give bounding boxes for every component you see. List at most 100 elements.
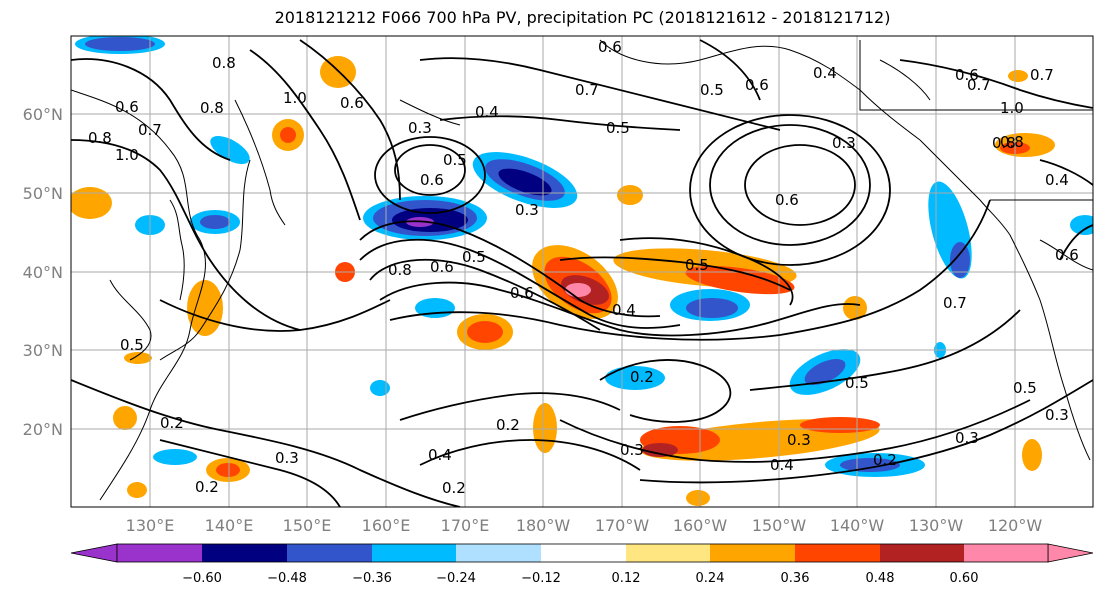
lon-label: 130°W <box>909 516 964 535</box>
contour-label: 0.5 <box>685 256 709 274</box>
contour-labels: 0.8 1.0 0.6 0.7 0.8 1.0 0.8 0.6 0.3 0.4 … <box>88 38 1079 497</box>
contour-label: 0.2 <box>630 368 654 386</box>
contour-label: 0.6 <box>1055 246 1079 264</box>
contour-label: 0.8 <box>1000 133 1024 151</box>
contour-label: 0.5 <box>120 336 144 354</box>
contour-label: 0.3 <box>620 441 644 459</box>
contour-label: 0.2 <box>496 416 520 434</box>
lat-label: 50°N <box>23 184 63 203</box>
lat-label: 40°N <box>23 263 63 282</box>
contour-label: 0.5 <box>700 81 724 99</box>
colorbar-tick-label: 0.48 <box>866 571 895 586</box>
contour-label: 0.2 <box>442 479 466 497</box>
colorbar-tick-label: 0.36 <box>781 571 810 586</box>
colorbar-bin <box>117 544 202 562</box>
lon-label: 170°E <box>441 516 490 535</box>
colorbar-bin <box>880 544 964 562</box>
map-title: 2018121212 F066 700 hPa PV, precipitatio… <box>274 8 891 27</box>
lat-label: 20°N <box>23 420 63 439</box>
contour-label: 0.6 <box>510 284 534 302</box>
lon-label: 120°W <box>988 516 1043 535</box>
pv-contours <box>71 39 1093 507</box>
colorbar-bin <box>287 544 372 562</box>
colorbar-tick-label: −0.60 <box>182 571 222 586</box>
lat-label: 30°N <box>23 341 63 360</box>
contour-label: 0.8 <box>88 129 112 147</box>
colorbar-tick-label: −0.48 <box>267 571 307 586</box>
colorbar-tick-label: 0.24 <box>696 571 725 586</box>
contour-label: 0.3 <box>408 119 432 137</box>
contour-label: 0.2 <box>873 451 897 469</box>
contour-label: 0.4 <box>770 456 794 474</box>
contour-label: 0.3 <box>955 429 979 447</box>
longitude-labels: 130°E 140°E 150°E 160°E 170°E 180°W 170°… <box>126 516 1043 535</box>
contour-label: 0.3 <box>275 449 299 467</box>
lon-label: 160°W <box>673 516 728 535</box>
contour-label: 0.5 <box>462 248 486 266</box>
contour-label: 0.6 <box>340 94 364 112</box>
colorbar-tick-label: −0.36 <box>352 571 392 586</box>
contour-label: 0.4 <box>475 103 499 121</box>
contour-label: 0.8 <box>992 134 1016 152</box>
contour-label: 0.7 <box>1030 66 1054 84</box>
contour-label: 0.3 <box>1045 406 1069 424</box>
contour-label: 0.6 <box>598 38 622 56</box>
colorbar-extend-max <box>1047 543 1094 563</box>
colorbar-bin <box>710 544 795 562</box>
lat-label: 60°N <box>23 105 63 124</box>
contour-label: 0.4 <box>1045 171 1069 189</box>
lon-label: 150°W <box>752 516 807 535</box>
contour-label: 0.6 <box>420 171 444 189</box>
colorbar-bin <box>795 544 880 562</box>
lon-label: 140°W <box>830 516 885 535</box>
contour-label: 1.0 <box>1000 99 1024 117</box>
contour-label: 1.0 <box>283 89 307 107</box>
colorbar-outline <box>116 543 1049 563</box>
colorbar-tick-label: 0.12 <box>612 571 641 586</box>
contour-label: 0.3 <box>832 134 856 152</box>
colorbar-extend-min <box>70 543 118 563</box>
contour-label: 0.8 <box>200 99 224 117</box>
contour-label: 0.5 <box>1013 379 1037 397</box>
colorbar-bin <box>456 544 541 562</box>
lon-label: 180°W <box>516 516 571 535</box>
colorbar: −0.60 −0.48 −0.36 −0.24 −0.12 0.12 0.24 … <box>70 543 1094 586</box>
contour-label: 0.6 <box>745 76 769 94</box>
lon-label: 130°E <box>126 516 175 535</box>
colorbar-tick-label: −0.12 <box>521 571 561 586</box>
latitude-labels: 60°N 50°N 40°N 30°N 20°N <box>23 105 63 439</box>
map-layers: 0.8 1.0 0.6 0.7 0.8 1.0 0.8 0.6 0.3 0.4 … <box>71 36 1093 507</box>
contour-label: 1.0 <box>115 146 139 164</box>
contour-label: 0.5 <box>606 119 630 137</box>
lon-label: 160°E <box>362 516 411 535</box>
contour-label: 0.3 <box>787 431 811 449</box>
colorbar-bin <box>541 544 626 562</box>
colorbar-bin <box>964 544 1048 562</box>
contour-label: 0.8 <box>388 261 412 279</box>
contour-label: 0.6 <box>115 98 139 116</box>
colorbar-tick-label: 0.60 <box>950 571 979 586</box>
map-border <box>70 35 1094 508</box>
contour-label: 0.7 <box>967 76 991 94</box>
colorbar-bin <box>372 544 456 562</box>
contour-label: 0.2 <box>195 478 219 496</box>
colorbar-bin <box>202 544 287 562</box>
lon-label: 170°W <box>595 516 650 535</box>
colorbar-tick-label: −0.24 <box>436 571 476 586</box>
colorbar-ticks: −0.60 −0.48 −0.36 −0.24 −0.12 0.12 0.24 … <box>182 571 978 586</box>
coastlines <box>71 39 1093 501</box>
contour-label: 0.4 <box>428 446 452 464</box>
lon-label: 140°E <box>205 516 254 535</box>
contour-label: 0.6 <box>955 66 979 84</box>
contour-label: 0.4 <box>813 64 837 82</box>
contour-label: 0.5 <box>443 151 467 169</box>
contour-label: 0.8 <box>212 54 236 72</box>
contour-label: 0.3 <box>515 201 539 219</box>
lon-label: 150°E <box>283 516 332 535</box>
contour-label: 0.7 <box>943 294 967 312</box>
colorbar-bin <box>626 544 710 562</box>
contour-label: 0.5 <box>845 374 869 392</box>
contour-label: 0.7 <box>575 81 599 99</box>
contour-label: 0.6 <box>430 258 454 276</box>
